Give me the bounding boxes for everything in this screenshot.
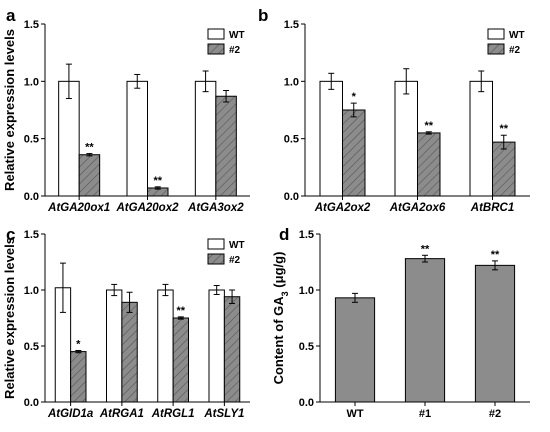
significance-marker: * xyxy=(76,338,81,350)
x-tick-label: WT xyxy=(346,408,363,420)
y-tick-label: 1.0 xyxy=(284,76,299,88)
significance-marker: * xyxy=(352,91,357,103)
chart-panel-b: b 0.0 0.5 1.0 1.5 AtGA2ox2 * AtGA2ox6 ** AtBRC1 **… xyxy=(258,6,530,214)
y-tick-label: 0.0 xyxy=(24,397,39,409)
y-tick-label: 0.5 xyxy=(24,341,39,353)
y-tick-label: 0.0 xyxy=(24,191,39,203)
x-tick-label: AtGA20ox2 xyxy=(116,202,180,214)
legend-label: #2 xyxy=(229,45,241,56)
significance-marker: ** xyxy=(177,305,186,317)
y-tick-label: 0.5 xyxy=(284,134,299,146)
bar-WT-1 xyxy=(127,81,148,196)
y-tick-label: 0.0 xyxy=(284,191,299,203)
y-tick-label: 0.5 xyxy=(24,134,39,146)
bar-value-0 xyxy=(335,298,374,402)
legend-swatch xyxy=(488,44,504,54)
legend-label: WT xyxy=(509,30,525,41)
bar-WT-1 xyxy=(395,81,418,196)
panel-label: a xyxy=(6,6,16,25)
legend-swatch xyxy=(208,44,224,54)
bar-WT-2 xyxy=(470,81,493,196)
y-axis-title: Relative expression levels xyxy=(2,29,17,191)
bar-line2-2 xyxy=(493,142,516,196)
panel-label: b xyxy=(258,6,268,25)
y-tick-label: 0.0 xyxy=(299,397,314,409)
chart-panel-a: a 0.0 0.5 1.0 1.5 Relative expression levels A… xyxy=(2,6,250,214)
bar-line2-1 xyxy=(418,133,441,196)
significance-marker: ** xyxy=(153,175,162,187)
legend-label: WT xyxy=(229,240,245,251)
y-tick-label: 1.0 xyxy=(24,285,39,297)
y-tick-label: 1.0 xyxy=(24,76,39,88)
y-tick-label: 1.5 xyxy=(24,19,39,31)
x-tick-label: AtGA2ox6 xyxy=(389,202,446,214)
legend-label: #2 xyxy=(229,255,241,266)
significance-marker: ** xyxy=(491,249,500,261)
bar-WT-1 xyxy=(107,290,122,402)
panel-label: d xyxy=(279,225,289,244)
y-tick-label: 0.5 xyxy=(299,341,314,353)
bar-line2-0 xyxy=(343,110,366,196)
x-tick-label: AtRGL1 xyxy=(151,408,195,420)
bar-WT-2 xyxy=(195,81,216,196)
x-tick-label: AtRGA1 xyxy=(99,408,144,420)
x-tick-label: AtSLY1 xyxy=(203,408,244,420)
y-tick-label: 1.5 xyxy=(299,229,314,241)
bar-WT-3 xyxy=(209,290,224,402)
y-tick-label: 1.0 xyxy=(299,285,314,297)
bar-line2-3 xyxy=(224,297,239,402)
y-axis-title: Relative expression levels xyxy=(2,237,17,399)
bar-line2-1 xyxy=(122,302,137,402)
y-axis-title: Content of GA3 (μg/g) xyxy=(271,252,290,385)
significance-marker: ** xyxy=(421,243,430,255)
significance-marker: ** xyxy=(85,142,94,154)
legend-label: #2 xyxy=(509,45,521,56)
y-axis-title-main: Content of GA xyxy=(271,296,286,385)
bar-line2-2 xyxy=(173,318,188,402)
bar-WT-2 xyxy=(158,290,173,402)
y-tick-label: 1.5 xyxy=(284,19,299,31)
bar-WT-0 xyxy=(320,81,343,196)
legend-swatch xyxy=(208,254,224,264)
bar-line2-0 xyxy=(71,352,86,402)
legend-label: WT xyxy=(229,30,245,41)
bar-value-2 xyxy=(475,265,514,402)
x-tick-label: AtGID1a xyxy=(47,408,94,420)
x-tick-label: #2 xyxy=(489,408,501,420)
bar-line2-0 xyxy=(79,155,100,196)
x-tick-label: AtBRC1 xyxy=(470,202,514,214)
legend-swatch xyxy=(208,239,224,249)
chart-panel-d: d 0.0 0.5 1.0 1.5 Content of GA3 (μg/g) WT #1 **… xyxy=(271,225,530,420)
legend-swatch xyxy=(488,29,504,39)
x-tick-label: AtGA3ox2 xyxy=(187,202,244,214)
bar-value-1 xyxy=(405,259,444,402)
legend-swatch xyxy=(208,29,224,39)
y-tick-label: 1.5 xyxy=(24,229,39,241)
significance-marker: ** xyxy=(424,120,433,132)
x-tick-label: AtGA2ox2 xyxy=(314,202,371,214)
y-axis-title-unit: (μg/g) xyxy=(271,252,286,292)
x-tick-label: AtGA20ox1 xyxy=(47,202,110,214)
significance-marker: ** xyxy=(499,123,508,135)
bar-line2-2 xyxy=(216,96,237,196)
x-tick-label: #1 xyxy=(419,408,431,420)
